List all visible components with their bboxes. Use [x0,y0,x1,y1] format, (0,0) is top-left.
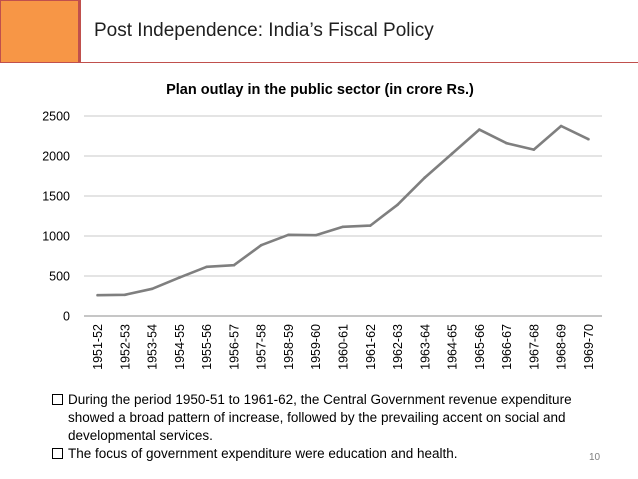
x-tick-label: 1955-56 [200,324,214,370]
y-tick-label: 2500 [42,110,70,124]
data-point [505,141,508,145]
header-band [79,0,638,63]
x-tick-label: 1951-52 [91,324,105,370]
data-point [123,293,127,297]
bullet-list: During the period 1950-51 to 1961-62, th… [52,391,612,463]
data-point [478,128,481,131]
data-point [396,203,399,207]
header-divider [79,0,81,63]
data-point [96,293,99,297]
y-tick-label: 1500 [42,190,70,204]
x-tick-label: 1966-67 [500,324,514,370]
data-point [341,225,345,229]
data-point [423,176,427,179]
data-point [314,233,318,237]
y-tick-label: 500 [49,270,70,284]
x-tick-label: 1968-69 [555,324,569,370]
data-point [368,224,372,227]
data-point [178,276,181,279]
x-tick-label: 1953-54 [146,324,160,370]
checkbox-bullet-icon [52,448,63,459]
x-tick-label: 1963-64 [418,324,432,370]
data-point [287,233,290,237]
data-point [532,148,536,151]
x-tick-label: 1969-70 [582,324,596,370]
x-tick-label: 1958-59 [282,324,296,370]
slide-title: Post Independence: India’s Fiscal Policy [94,20,434,41]
bullet-item: During the period 1950-51 to 1961-62, th… [52,391,612,445]
y-tick-label: 1000 [42,230,70,244]
data-point [559,124,563,128]
x-tick-label: 1959-60 [309,324,323,370]
x-tick-label: 1956-57 [227,324,241,370]
x-tick-label: 1960-61 [337,324,351,370]
bullet-item: The focus of government expenditure were… [52,445,612,463]
series-line-plan-outlay [96,124,590,297]
bullet-text: The focus of government expenditure were… [68,446,458,461]
data-point [232,263,236,267]
x-tick-label: 1954-55 [173,324,187,370]
x-tick-label: 1952-53 [118,324,132,370]
plan-outlay-line-chart: Plan outlay in the public sector (in cro… [42,82,602,370]
checkbox-bullet-icon [52,394,63,405]
header-accent-square [0,0,79,63]
data-point [150,287,154,291]
page-number: 10 [589,452,601,463]
x-tick-label: 1964-65 [446,324,460,370]
bullet-text: During the period 1950-51 to 1961-62, th… [68,392,572,443]
data-point [450,152,454,155]
x-tick-label: 1967-68 [527,324,541,370]
x-tick-label: 1965-66 [473,324,487,370]
chart-title: Plan outlay in the public sector (in cro… [166,82,474,98]
data-point [259,243,263,247]
x-tick-label: 1961-62 [364,324,378,370]
data-point [205,265,208,269]
x-tick-label: 1962-63 [391,324,405,370]
y-tick-label: 0 [63,310,70,324]
x-tick-label: 1957-58 [255,324,269,370]
data-point [587,137,590,141]
y-tick-label: 2000 [42,150,70,164]
